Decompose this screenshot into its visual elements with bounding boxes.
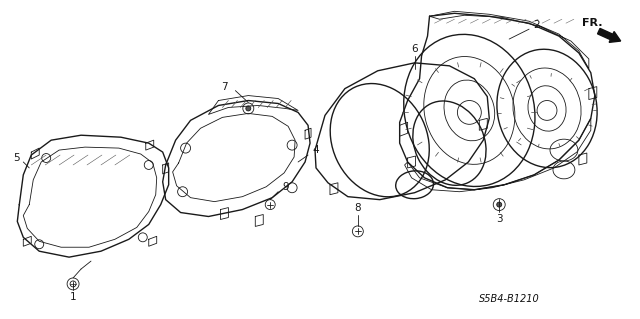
FancyArrow shape	[598, 28, 621, 42]
Text: S5B4-B1210: S5B4-B1210	[479, 294, 540, 304]
Text: 3: 3	[496, 214, 502, 225]
Text: 2: 2	[534, 20, 540, 30]
Circle shape	[246, 106, 251, 111]
Circle shape	[497, 202, 502, 207]
Text: 9: 9	[283, 182, 289, 192]
Text: 8: 8	[355, 203, 361, 212]
Text: 1: 1	[70, 292, 76, 302]
Text: 5: 5	[13, 153, 20, 163]
Text: 4: 4	[313, 145, 319, 155]
Text: FR.: FR.	[582, 18, 602, 28]
Text: 7: 7	[221, 82, 228, 92]
Text: 6: 6	[412, 44, 418, 54]
